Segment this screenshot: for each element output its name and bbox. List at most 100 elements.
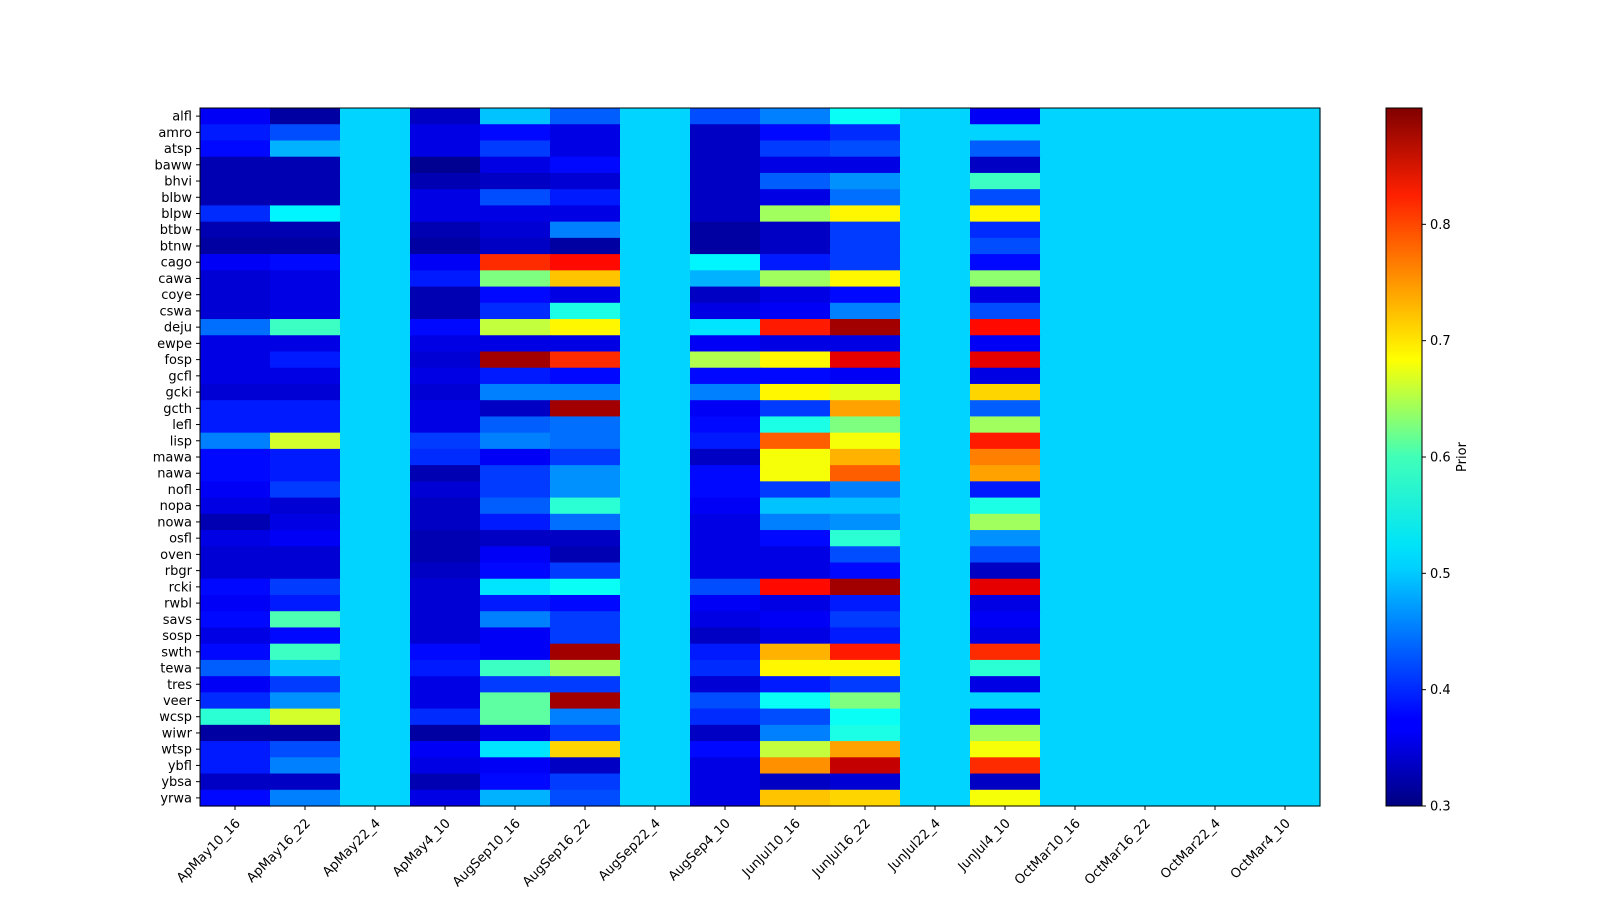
heatmap-cell	[900, 676, 971, 693]
heatmap-cell	[1040, 643, 1111, 661]
heatmap-cell	[550, 351, 621, 369]
heatmap-cell	[760, 400, 831, 418]
heatmap-cell	[1250, 237, 1321, 255]
y-tick-label: ybsa	[161, 775, 192, 790]
heatmap-cell	[1250, 205, 1321, 223]
heatmap-cell	[340, 513, 411, 531]
heatmap-cell	[340, 254, 411, 271]
heatmap-cell	[480, 367, 551, 385]
heatmap-cell	[1250, 578, 1321, 596]
heatmap-cell	[690, 172, 761, 190]
heatmap-cell	[550, 643, 621, 661]
heatmap-cell	[830, 789, 901, 807]
heatmap-cell	[690, 465, 761, 482]
heatmap-cell	[480, 692, 551, 710]
heatmap-cell	[760, 367, 831, 385]
heatmap-cell	[270, 221, 341, 239]
heatmap-cell	[970, 140, 1041, 158]
heatmap-cell	[200, 189, 271, 206]
heatmap-cell	[1250, 172, 1321, 190]
heatmap-cell	[1250, 757, 1321, 775]
heatmap-cell	[480, 270, 551, 288]
y-tick-label: ewpe	[157, 337, 192, 352]
heatmap-cell	[200, 611, 271, 629]
heatmap-cell	[1180, 124, 1251, 142]
heatmap-cell	[410, 383, 481, 401]
heatmap-cell	[690, 254, 761, 271]
heatmap-cell	[1040, 530, 1111, 547]
heatmap-cell	[760, 221, 831, 239]
y-tick-label: gcki	[165, 386, 192, 401]
heatmap-cell	[1250, 140, 1321, 158]
heatmap-cell	[340, 124, 411, 142]
heatmap-cell	[1040, 237, 1111, 255]
heatmap-cell	[410, 448, 481, 466]
y-tick-label: wtsp	[161, 743, 192, 758]
heatmap-cell	[760, 546, 831, 564]
heatmap-cell	[550, 546, 621, 564]
heatmap-cell	[900, 205, 971, 223]
heatmap-cell	[1180, 708, 1251, 726]
heatmap-cell	[550, 481, 621, 499]
heatmap-cell	[970, 286, 1041, 304]
heatmap-cell	[830, 627, 901, 645]
heatmap-cell	[340, 172, 411, 190]
heatmap-cell	[690, 124, 761, 142]
heatmap-cell	[550, 562, 621, 580]
heatmap-cell	[900, 367, 971, 385]
heatmap-cell	[410, 611, 481, 629]
heatmap-cell	[340, 757, 411, 775]
heatmap-cell	[1110, 465, 1181, 482]
heatmap-cell	[340, 789, 411, 807]
heatmap-cell	[340, 773, 411, 791]
heatmap-cell	[270, 481, 341, 499]
heatmap-cell	[270, 335, 341, 353]
heatmap-cell	[410, 741, 481, 758]
heatmap-cell	[1110, 254, 1181, 271]
heatmap-cell	[1250, 676, 1321, 693]
heatmap-cell	[1040, 432, 1111, 450]
heatmap-cell	[200, 448, 271, 466]
heatmap-cell	[970, 562, 1041, 580]
heatmap-cell	[340, 530, 411, 547]
heatmap-cell	[200, 124, 271, 142]
heatmap-cell	[830, 659, 901, 677]
heatmap-cell	[200, 692, 271, 710]
heatmap-cell	[690, 367, 761, 385]
heatmap-cell	[1040, 254, 1111, 271]
heatmap-cell	[1250, 692, 1321, 710]
heatmap-cell	[200, 416, 271, 434]
heatmap-cell	[620, 156, 691, 174]
heatmap-cell	[970, 497, 1041, 515]
heatmap-cell	[900, 189, 971, 206]
heatmap-cell	[900, 302, 971, 320]
heatmap-cell	[410, 432, 481, 450]
heatmap-cell	[970, 789, 1041, 807]
heatmap-cell	[340, 627, 411, 645]
heatmap-cell	[270, 562, 341, 580]
heatmap-cell	[270, 611, 341, 629]
heatmap-cell	[1040, 140, 1111, 158]
y-tick-label: yrwa	[160, 791, 192, 806]
heatmap-cell	[620, 270, 691, 288]
y-tick-label: cawa	[158, 272, 192, 287]
heatmap-cell	[830, 140, 901, 158]
heatmap-cell	[830, 643, 901, 661]
heatmap-cell	[1110, 432, 1181, 450]
heatmap-cell	[200, 367, 271, 385]
heatmap-cell	[270, 432, 341, 450]
heatmap-cell	[410, 124, 481, 142]
y-tick-label: sosp	[162, 629, 192, 644]
heatmap-cell	[550, 789, 621, 807]
heatmap-cell	[970, 221, 1041, 239]
heatmap-cell	[1250, 319, 1321, 336]
heatmap-cell	[690, 383, 761, 401]
heatmap-cell	[200, 659, 271, 677]
heatmap-cell	[970, 205, 1041, 223]
heatmap-cell	[620, 286, 691, 304]
heatmap-cell	[970, 659, 1041, 677]
heatmap-cell	[830, 741, 901, 758]
heatmap-cell	[1040, 335, 1111, 353]
heatmap-cell	[690, 578, 761, 596]
heatmap-cell	[900, 108, 971, 125]
